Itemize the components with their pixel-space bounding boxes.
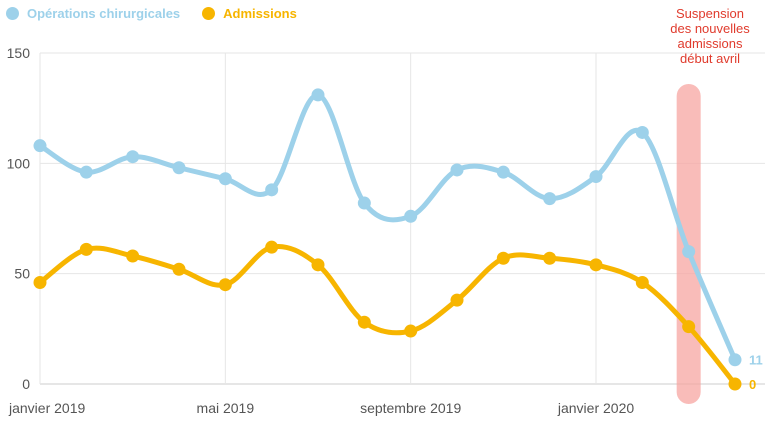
data-point-s1-15 — [728, 377, 742, 391]
data-point-s0-0 — [33, 139, 47, 153]
data-point-s1-11 — [543, 251, 557, 265]
series-line-0 — [37, 92, 738, 363]
end-value-labels: 11 0 — [749, 353, 763, 392]
data-point-s1-7 — [357, 315, 371, 329]
data-point-s0-7 — [357, 196, 371, 210]
series-lines — [37, 92, 738, 387]
data-point-s0-4 — [218, 172, 232, 186]
data-point-s1-0 — [33, 275, 47, 289]
data-point-s0-15 — [728, 353, 742, 367]
data-point-s0-14 — [682, 245, 696, 259]
data-point-s1-10 — [496, 251, 510, 265]
data-point-s0-5 — [265, 183, 279, 197]
x-axis-labels: janvier 2019 mai 2019 septembre 2019 janvie… — [8, 400, 634, 416]
legend-label-operations: Opérations chirurgicales — [27, 5, 181, 21]
legend-item-operations: Opérations chirurgicales — [6, 6, 180, 21]
x-tick-label-12: janvier 2020 — [557, 400, 634, 416]
series-line-1 — [37, 243, 738, 387]
legend-label-admissions: Admissions — [223, 5, 297, 21]
y-tick-label-0: 0 — [22, 376, 30, 392]
x-tick-label-8: septembre 2019 — [360, 400, 461, 416]
suspension-annotation: Suspension des nouvelles admissions débu… — [670, 6, 750, 66]
data-point-s0-6 — [311, 88, 325, 102]
end-label-s0: 11 — [749, 353, 763, 368]
data-point-s1-4 — [218, 278, 232, 292]
highlight-band-bar — [676, 84, 701, 404]
legend-item-admissions: Admissions — [202, 6, 297, 21]
data-point-s1-13 — [635, 275, 649, 289]
data-point-s1-14 — [682, 320, 696, 334]
end-label-s1: 0 — [749, 377, 756, 392]
data-point-s0-2 — [126, 150, 140, 164]
data-point-s1-1 — [79, 242, 93, 256]
data-point-s0-11 — [543, 192, 557, 206]
data-point-s1-3 — [172, 262, 186, 276]
data-point-s0-1 — [79, 165, 93, 179]
y-tick-label-50: 50 — [14, 266, 30, 282]
data-point-s0-8 — [404, 209, 418, 223]
data-point-s1-6 — [311, 258, 325, 272]
series-points — [33, 88, 742, 391]
data-point-s0-12 — [589, 170, 603, 184]
y-axis-labels: 0 50 100 150 — [7, 45, 31, 392]
data-point-s1-8 — [404, 324, 418, 338]
highlight-band — [676, 84, 701, 404]
legend-marker-admissions — [202, 6, 216, 20]
x-tick-label-0: janvier 2019 — [8, 400, 85, 416]
data-point-s0-13 — [635, 125, 649, 139]
data-point-s0-3 — [172, 161, 186, 175]
data-point-s1-9 — [450, 293, 464, 307]
data-point-s0-9 — [450, 163, 464, 177]
legend-marker-operations — [6, 6, 19, 20]
y-tick-label-100: 100 — [7, 155, 31, 171]
data-point-s1-2 — [126, 249, 140, 263]
data-point-s0-10 — [496, 165, 510, 179]
x-tick-label-4: mai 2019 — [197, 400, 255, 416]
data-point-s1-5 — [265, 240, 279, 254]
legend: Opérations chirurgicales Admissions — [6, 4, 297, 22]
y-tick-label-150: 150 — [7, 45, 31, 61]
data-point-s1-12 — [589, 258, 603, 272]
